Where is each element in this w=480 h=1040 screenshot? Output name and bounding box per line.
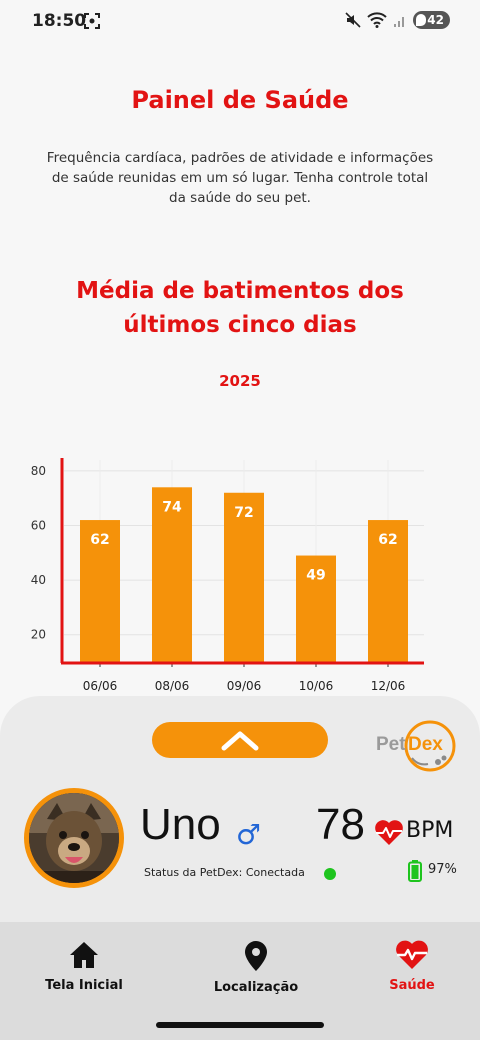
data-label: 62 [90, 532, 109, 548]
data-label: 74 [162, 499, 182, 515]
status-time: 18:50 [32, 11, 87, 31]
nav-item-location[interactable]: Localização [186, 940, 326, 995]
x-tick-label: 06/06 [83, 679, 118, 692]
data-label: 72 [234, 505, 253, 521]
battery-icon [408, 860, 422, 882]
status-bar: 18:50 42 [0, 0, 480, 44]
chart-bar [368, 520, 408, 662]
y-tick-label: 40 [31, 573, 46, 587]
chart-year: 2025 [219, 372, 261, 390]
x-tick-label: 08/06 [155, 679, 190, 692]
device-status-text: Status da PetDex: Conectada [144, 866, 305, 879]
chevron-up-icon [221, 731, 259, 751]
nav-item-health[interactable]: Saúde [342, 940, 480, 993]
nav-item-label: Localização [213, 980, 299, 995]
nav-item-label: Tela Inicial [45, 978, 123, 993]
dog-photo [29, 793, 119, 883]
gesture-bar-area [0, 1018, 480, 1040]
screenshot-icon [84, 13, 100, 29]
logo-text-pet: Pet [376, 734, 406, 755]
chart-bar [152, 487, 192, 662]
heart-pulse-icon [375, 820, 403, 845]
chart-bar [296, 555, 336, 662]
pet-avatar[interactable] [24, 788, 124, 888]
y-tick-label: 20 [31, 628, 46, 642]
expand-panel-button[interactable] [152, 722, 328, 758]
signal-icon [394, 17, 405, 27]
data-label: 62 [378, 532, 397, 548]
y-tick-label: 80 [31, 464, 46, 478]
chart-bar [80, 520, 120, 662]
pet-name: Uno [140, 800, 221, 849]
logo-text-dex: Dex [408, 734, 443, 755]
chart-bar [224, 492, 264, 662]
wifi-icon [367, 12, 387, 28]
location-pin-icon [245, 941, 267, 971]
bpm-value: 78 [316, 800, 365, 849]
page-title: Painel de Saúde [131, 86, 349, 114]
heart-pulse-icon [396, 940, 428, 969]
battery-badge: 42 [413, 11, 450, 29]
nav-item-home[interactable]: Tela Inicial [14, 940, 154, 993]
x-tick-label: 10/06 [299, 679, 334, 692]
petdex-logo: Pet Dex [376, 720, 456, 772]
heart-rate-bar-chart: 20 40 60 80 62 06/06 74 08/06 72 09/06 49 10/06 62 12… [31, 458, 424, 692]
mute-icon [345, 12, 361, 28]
bpm-unit: BPM [406, 818, 454, 843]
home-icon [70, 942, 98, 968]
device-battery-percent: 97% [428, 862, 457, 877]
chart-title: Média de batimentos dos últimos cinco di… [76, 278, 404, 338]
x-tick-label: 09/06 [227, 679, 262, 692]
status-icons: 42 [345, 11, 450, 29]
y-tick-label: 60 [31, 519, 46, 533]
bottom-navigation: Tela Inicial Localização Saúde [0, 922, 480, 1018]
x-tick-label: 12/06 [371, 679, 406, 692]
data-label: 49 [306, 568, 325, 584]
page-description: Frequência cardíaca, padrões de atividad… [46, 150, 434, 206]
status-dot-connected [324, 868, 336, 880]
nav-item-label: Saúde [389, 978, 435, 993]
male-icon: ♂ [236, 818, 262, 851]
home-indicator[interactable] [156, 1022, 324, 1028]
